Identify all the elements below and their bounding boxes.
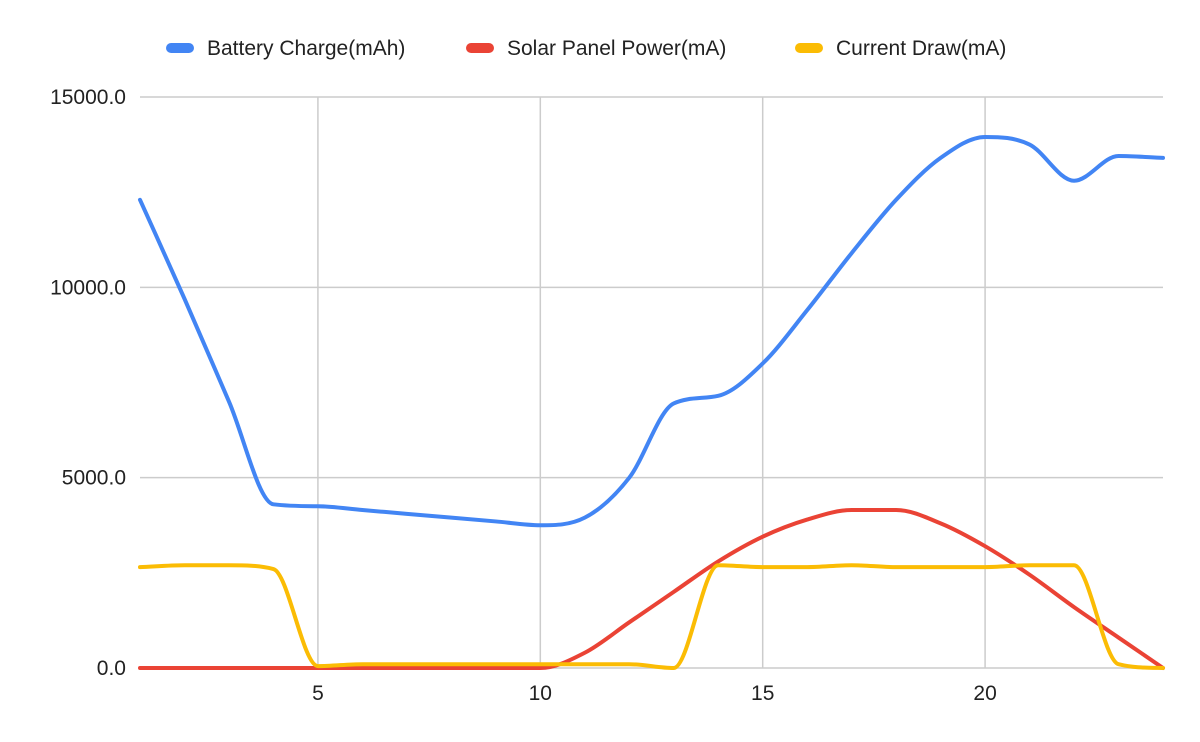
series-line-solar-panel-power	[138, 508, 1165, 670]
series-line-current-draw	[138, 563, 1165, 670]
legend-swatch	[166, 43, 194, 53]
axis-labels: 0.0 5000.0 10000.0 15000.0 5 10 15 20	[50, 86, 997, 705]
series-battery-charge	[138, 134, 1165, 528]
y-tick-label: 5000.0	[62, 467, 126, 490]
x-tick-label: 20	[973, 682, 996, 705]
legend-item-current-draw[interactable]: Current Draw(mA)	[795, 37, 1006, 60]
legend-swatch	[795, 43, 823, 53]
legend-swatch	[466, 43, 494, 53]
x-tick-label: 5	[312, 682, 324, 705]
legend-label: Current Draw(mA)	[836, 37, 1006, 60]
y-tick-label: 0.0	[97, 657, 126, 680]
series-current-draw	[138, 563, 1165, 670]
chart-grid	[140, 96, 1163, 669]
x-tick-label: 15	[751, 682, 774, 705]
y-tick-label: 10000.0	[50, 276, 126, 299]
legend-label: Solar Panel Power(mA)	[507, 37, 726, 60]
x-tick-label: 10	[529, 682, 552, 705]
series-line-battery-charge	[138, 134, 1165, 528]
legend-item-battery-charge[interactable]: Battery Charge(mAh)	[166, 37, 405, 60]
series-layer	[138, 134, 1165, 670]
legend-item-solar-panel-power[interactable]: Solar Panel Power(mA)	[466, 37, 726, 60]
chart-legend: Battery Charge(mAh) Solar Panel Power(mA)…	[166, 37, 1006, 60]
legend-label: Battery Charge(mAh)	[207, 37, 405, 60]
series-solar-panel-power	[138, 508, 1165, 670]
y-tick-label: 15000.0	[50, 86, 126, 109]
